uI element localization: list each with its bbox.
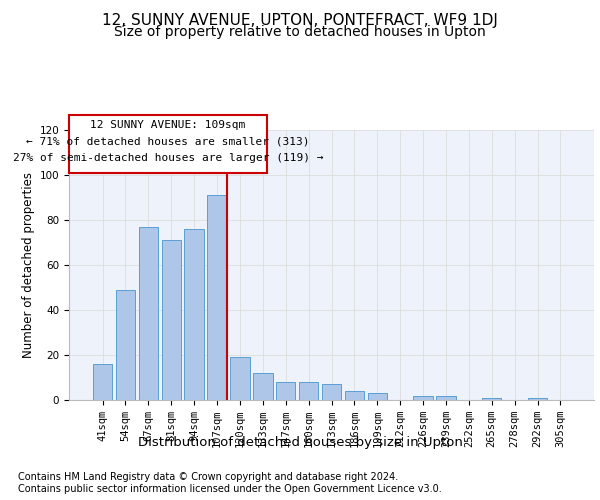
Text: Distribution of detached houses by size in Upton: Distribution of detached houses by size … (137, 436, 463, 449)
Bar (322, 384, 341, 400)
Text: Size of property relative to detached houses in Upton: Size of property relative to detached ho… (114, 25, 486, 39)
Bar (116, 290, 135, 400)
Bar (208, 195, 227, 400)
Bar (230, 357, 250, 400)
Bar (139, 227, 158, 400)
Text: 27% of semi-detached houses are larger (119) →: 27% of semi-detached houses are larger (… (13, 153, 323, 163)
Bar (528, 398, 547, 400)
Bar (436, 396, 455, 400)
Bar (161, 240, 181, 400)
Bar (344, 391, 364, 400)
Bar (253, 373, 272, 400)
Bar (184, 229, 204, 400)
Bar (482, 398, 502, 400)
Text: 12, SUNNY AVENUE, UPTON, PONTEFRACT, WF9 1DJ: 12, SUNNY AVENUE, UPTON, PONTEFRACT, WF9… (102, 12, 498, 28)
Text: Contains public sector information licensed under the Open Government Licence v3: Contains public sector information licen… (18, 484, 442, 494)
Bar (368, 393, 387, 400)
Text: Contains HM Land Registry data © Crown copyright and database right 2024.: Contains HM Land Registry data © Crown c… (18, 472, 398, 482)
Y-axis label: Number of detached properties: Number of detached properties (22, 172, 35, 358)
Text: 12 SUNNY AVENUE: 109sqm: 12 SUNNY AVENUE: 109sqm (91, 120, 245, 130)
Text: ← 71% of detached houses are smaller (313): ← 71% of detached houses are smaller (31… (26, 136, 310, 146)
Bar (413, 396, 433, 400)
Bar (299, 382, 319, 400)
Bar (276, 382, 295, 400)
Bar (93, 364, 112, 400)
